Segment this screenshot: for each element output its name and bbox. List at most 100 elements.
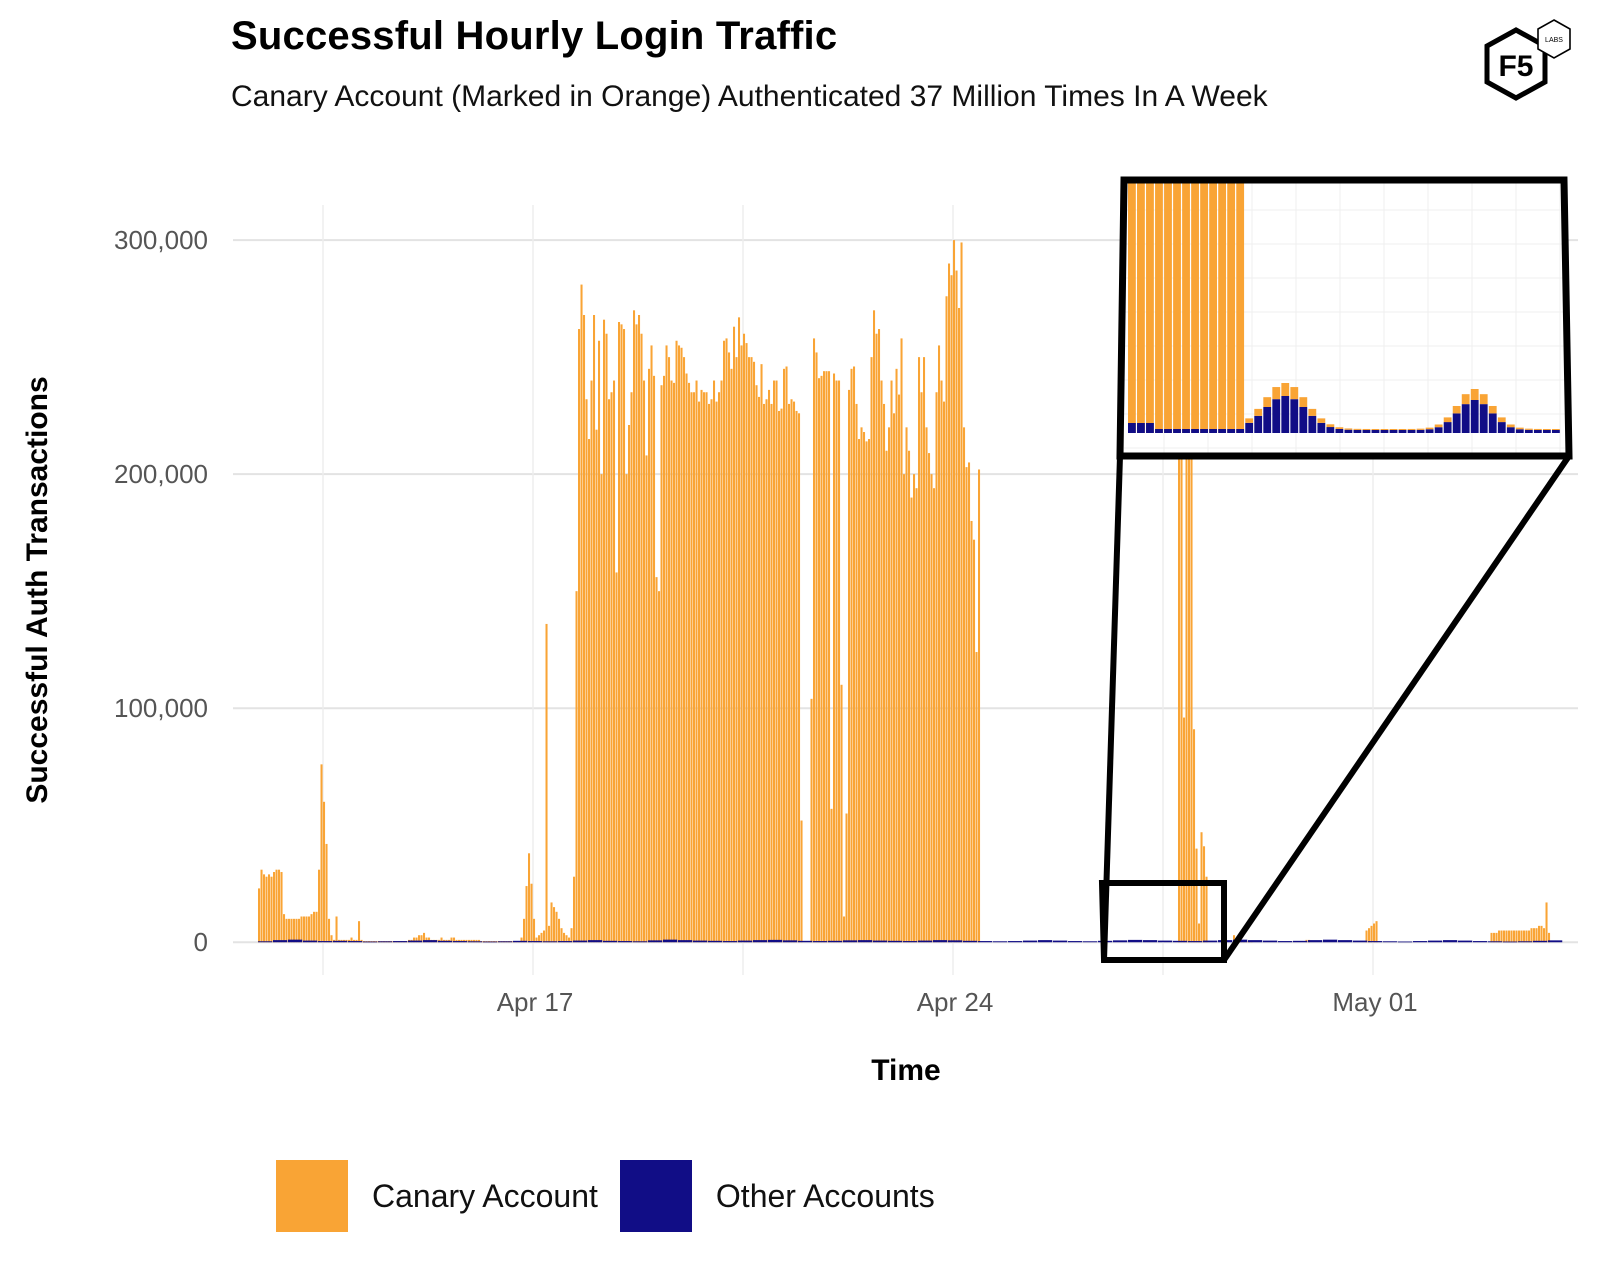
other-accounts-bar: [768, 939, 783, 943]
canary-bar: [598, 340, 601, 943]
x-tick-label: Apr 17: [497, 987, 574, 1017]
zoom-callout: [1098, 176, 1573, 963]
canary-bar: [1183, 717, 1186, 943]
canary-bar: [1513, 930, 1516, 943]
inset-other-bar: [1326, 427, 1335, 433]
canary-bar: [603, 319, 606, 943]
other-accounts-bar: [738, 940, 753, 943]
canary-bar: [1543, 928, 1546, 943]
canary-bar: [305, 916, 308, 943]
canary-bar: [715, 401, 718, 943]
canary-bar: [775, 380, 778, 943]
canary-bar: [730, 368, 733, 943]
canary-bar: [580, 284, 583, 943]
canary-bar: [258, 888, 261, 943]
canary-bar: [1193, 729, 1196, 943]
chart-subtitle: Canary Account (Marked in Orange) Authen…: [231, 80, 1268, 113]
inset-canary-bar: [1533, 428, 1542, 430]
canary-bar: [655, 577, 658, 943]
other-accounts-bar: [1413, 941, 1428, 943]
canary-bar: [450, 937, 453, 943]
canary-bar: [1190, 329, 1193, 943]
canary-bar: [268, 874, 271, 943]
canary-bar: [745, 343, 748, 943]
canary-bar: [820, 375, 823, 943]
canary-bar: [683, 357, 686, 943]
canary-bar: [833, 373, 836, 943]
canary-bar: [1508, 930, 1511, 943]
canary-bar: [963, 427, 966, 943]
canary-bar: [973, 539, 976, 943]
inset-other-bar: [1416, 429, 1425, 433]
inset-canary-bar: [1326, 424, 1335, 428]
canary-bar: [293, 918, 296, 943]
canary-bar: [883, 403, 886, 943]
canary-bar: [533, 918, 536, 943]
canary-bar: [740, 345, 743, 943]
canary-bar: [545, 623, 548, 943]
inset-other-bar: [1425, 429, 1434, 433]
canary-account-series: [258, 240, 1551, 943]
canary-bar: [938, 345, 941, 943]
inset-other-bar: [1497, 422, 1506, 433]
inset-canary-bar: [1200, 180, 1208, 433]
logo-badge-text: LABS: [1545, 37, 1563, 44]
canary-bar: [1495, 932, 1498, 943]
canary-bar: [325, 843, 328, 943]
inset-other-bar: [1182, 429, 1190, 433]
canary-bar: [453, 937, 456, 943]
canary-bar: [905, 427, 908, 943]
inset-canary-bar: [1524, 428, 1533, 430]
canary-bar: [618, 322, 621, 943]
canary-bar: [578, 329, 581, 943]
other-accounts-bar: [918, 940, 933, 943]
other-accounts-bar: [1278, 941, 1293, 943]
inset-canary-bar: [1452, 405, 1461, 414]
inset-canary-bar: [1425, 427, 1434, 430]
canary-bar: [815, 352, 818, 943]
other-accounts-bar: [798, 940, 813, 943]
canary-bar: [415, 937, 418, 943]
canary-bar: [798, 413, 801, 943]
inset-other-bar: [1137, 423, 1145, 433]
other-accounts-bar: [513, 940, 528, 943]
inset-canary-bar: [1128, 180, 1136, 433]
inset-canary-bar: [1506, 424, 1515, 428]
canary-bar: [1520, 930, 1523, 943]
canary-bar: [788, 403, 791, 943]
canary-bar: [733, 326, 736, 943]
canary-bar: [710, 399, 713, 943]
other-accounts-bar: [903, 941, 918, 943]
canary-bar: [858, 439, 861, 943]
other-accounts-bar: [1383, 941, 1398, 943]
zoom-inset-background: [1124, 180, 1565, 456]
inset-other-bar: [1281, 396, 1290, 433]
canary-bar: [695, 380, 698, 943]
inset-canary-bar: [1515, 427, 1524, 430]
inset-canary-bar: [1281, 383, 1290, 396]
inset-canary-bar: [1335, 427, 1344, 429]
canary-bar: [720, 380, 723, 943]
canary-bar: [900, 338, 903, 943]
canary-bar: [863, 432, 866, 943]
other-accounts-bar: [633, 941, 648, 943]
canary-bar: [955, 270, 958, 943]
other-accounts-bar: [1068, 941, 1083, 943]
other-accounts-bar: [558, 941, 573, 943]
canary-bar: [960, 242, 963, 943]
canary-bar: [835, 380, 838, 943]
inset-canary-bar: [1164, 180, 1172, 433]
canary-bar: [673, 382, 676, 943]
canary-bar: [843, 916, 846, 943]
canary-bar: [925, 427, 928, 943]
other-accounts-bar: [588, 940, 603, 943]
other-accounts-bar: [543, 941, 558, 943]
canary-bar: [623, 329, 626, 943]
canary-bar: [303, 916, 306, 943]
canary-bar: [678, 345, 681, 943]
inset-canary-bar: [1299, 397, 1308, 407]
canary-bar: [688, 382, 691, 943]
inset-canary-bar: [1173, 180, 1181, 433]
canary-bar: [658, 591, 661, 943]
canary-bar: [273, 872, 276, 943]
